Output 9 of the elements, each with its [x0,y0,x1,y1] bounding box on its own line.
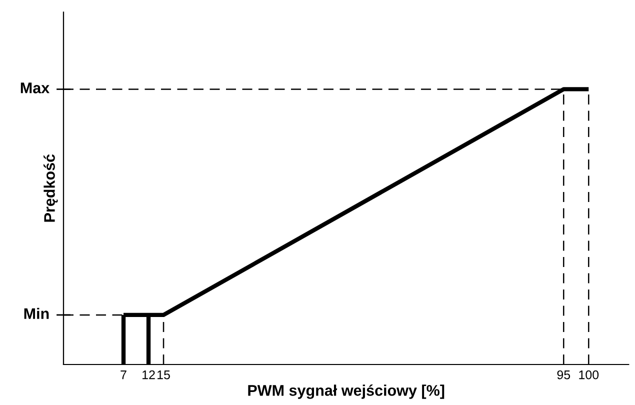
y-axis-title: Prędkość [44,154,58,222]
x-axis-title: PWM sygnał wejściowy [%] [248,384,444,399]
annotation: Max [20,82,50,94]
x-tick-label: 100 [579,370,599,380]
x-tick-label: 12 [142,370,155,380]
x-tick-label: 7 [120,370,126,380]
x-tick-label: 15 [158,370,170,380]
x-tick-label: 95 [557,370,570,380]
annotation: Min [24,308,49,319]
